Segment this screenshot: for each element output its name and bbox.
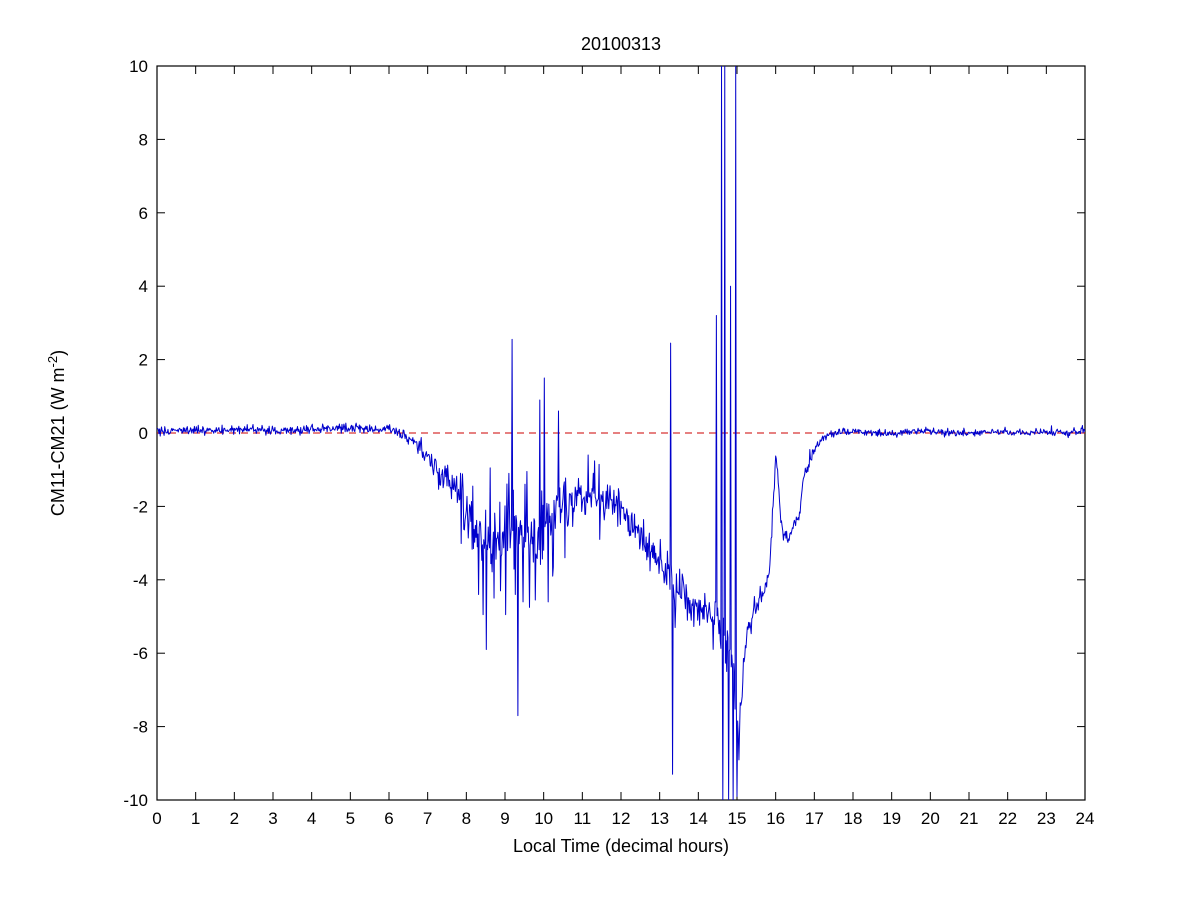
x-tick-label: 10 [534,809,553,828]
x-tick-label: 15 [728,809,747,828]
x-tick-label: 24 [1076,809,1095,828]
y-tick-label: 6 [139,204,148,223]
x-tick-label: 3 [268,809,277,828]
x-tick-label: 20 [921,809,940,828]
x-tick-label: 0 [152,809,161,828]
y-tick-label: -8 [133,718,148,737]
x-tick-label: 7 [423,809,432,828]
y-tick-label: -6 [133,644,148,663]
x-tick-label: 6 [384,809,393,828]
x-tick-label: 13 [650,809,669,828]
x-tick-label: 22 [998,809,1017,828]
x-tick-label: 2 [230,809,239,828]
y-tick-label: -10 [123,791,148,810]
x-tick-label: 19 [882,809,901,828]
chart-title: 20100313 [580,34,662,54]
x-tick-label: 4 [307,809,316,828]
y-tick-label: 4 [139,277,148,296]
y-tick-label: 2 [139,351,148,370]
signal-line [157,66,1085,800]
y-tick-label: -4 [133,571,148,590]
x-tick-label: 17 [805,809,824,828]
x-tick-label: 18 [844,809,863,828]
x-axis-label: Local Time (decimal hours) [512,836,730,856]
x-tick-label: 1 [191,809,200,828]
x-tick-label: 23 [1037,809,1056,828]
y-tick-label: 8 [139,130,148,149]
y-tick-label: -2 [133,497,148,516]
x-tick-label: 8 [462,809,471,828]
x-tick-label: 16 [766,809,785,828]
x-tick-label: 11 [574,809,592,828]
x-tick-label: 5 [346,809,355,828]
x-tick-label: 9 [500,809,509,828]
y-tick-label: 0 [139,424,148,443]
x-tick-label: 21 [960,809,979,828]
y-tick-label: 10 [129,57,148,76]
x-tick-label: 14 [689,809,708,828]
x-tick-label: 12 [612,809,631,828]
